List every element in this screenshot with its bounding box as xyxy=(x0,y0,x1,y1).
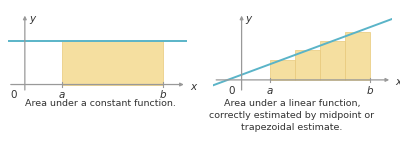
Text: x: x xyxy=(190,82,196,92)
Text: 0: 0 xyxy=(229,86,235,96)
Text: y: y xyxy=(245,14,252,24)
Bar xyxy=(345,32,370,80)
Text: a: a xyxy=(267,86,273,96)
Text: y: y xyxy=(29,14,35,24)
Bar xyxy=(62,41,163,84)
Text: Area under a linear function,
correctly estimated by midpoint or
trapezoidal est: Area under a linear function, correctly … xyxy=(210,99,374,132)
Text: a: a xyxy=(59,90,65,100)
Bar xyxy=(270,60,295,80)
Bar xyxy=(320,41,345,80)
Text: 0: 0 xyxy=(10,90,17,100)
Text: b: b xyxy=(160,90,166,100)
Text: x: x xyxy=(395,77,400,87)
Text: b: b xyxy=(367,86,373,96)
Bar xyxy=(295,50,320,80)
Text: Area under a constant function.: Area under a constant function. xyxy=(24,99,176,108)
